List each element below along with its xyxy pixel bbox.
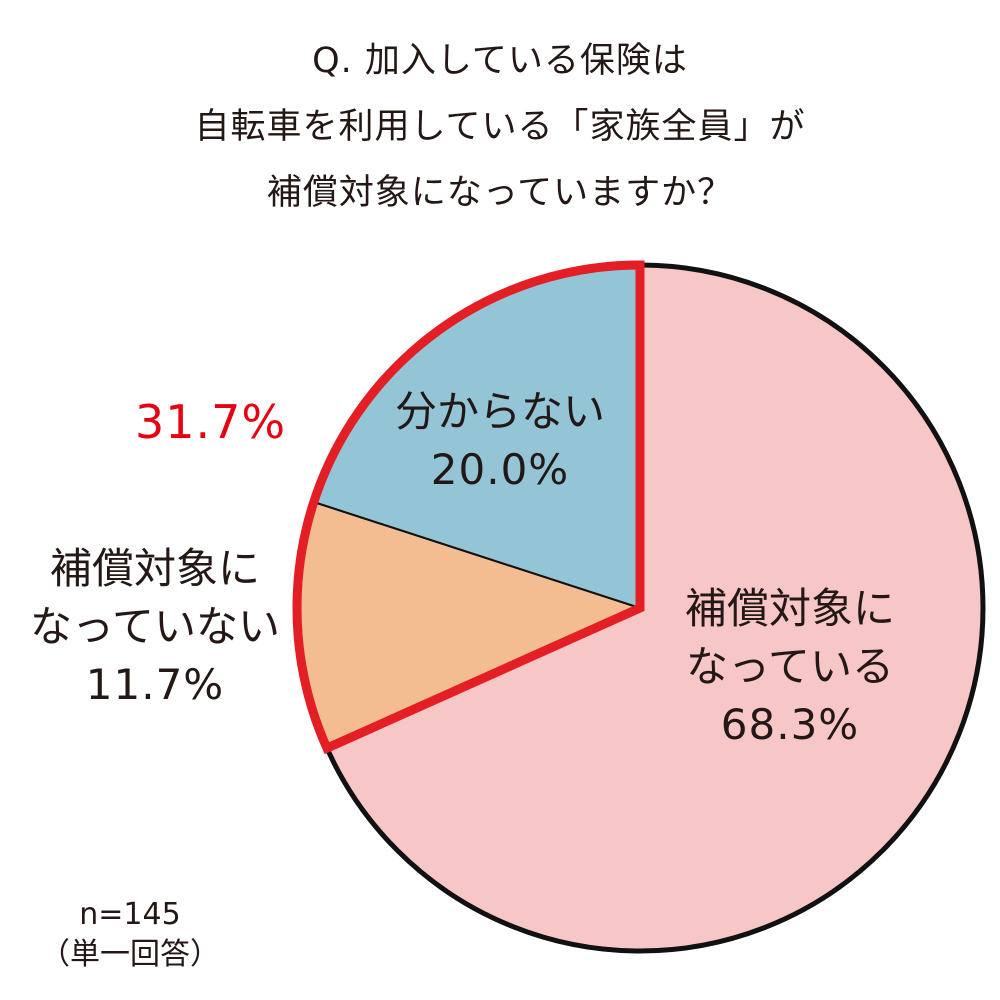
sample-note: n=145 （単一回答）	[40, 895, 220, 975]
title-line-2: 自転車を利用している「家族全員」が	[194, 107, 806, 147]
answer-type: （単一回答）	[40, 937, 220, 972]
slice-label-unknown-line1: 分からない	[394, 387, 605, 436]
slice-label-unknown: 分からない 20.0%	[365, 383, 635, 499]
slice-value-unknown: 20.0%	[430, 445, 570, 494]
title-line-1: Q. 加入している保険は	[312, 41, 688, 81]
highlight-outline	[292, 260, 645, 755]
slice-value-not-covered: 11.7%	[85, 660, 225, 709]
slice-value-covered: 68.3%	[720, 700, 860, 749]
slice-label-covered: 補償対象に なっている 68.3%	[660, 580, 920, 754]
slice-label-not-covered-line2: なっていない	[30, 602, 280, 651]
slice-label-covered-line2: なっている	[686, 642, 894, 691]
slice-label-not-covered-line1: 補償対象に	[49, 544, 260, 593]
highlight-percentage: 31.7%	[135, 395, 287, 449]
title-line-3: 補償対象になっていますか？	[266, 173, 734, 213]
slice-label-not-covered: 補償対象に なっていない 11.7%	[10, 540, 300, 714]
chart-title: Q. 加入している保険は 自転車を利用している「家族全員」が 補償対象になってい…	[0, 28, 1000, 226]
sample-size: n=145	[79, 897, 181, 932]
slice-label-covered-line1: 補償対象に	[684, 584, 895, 633]
